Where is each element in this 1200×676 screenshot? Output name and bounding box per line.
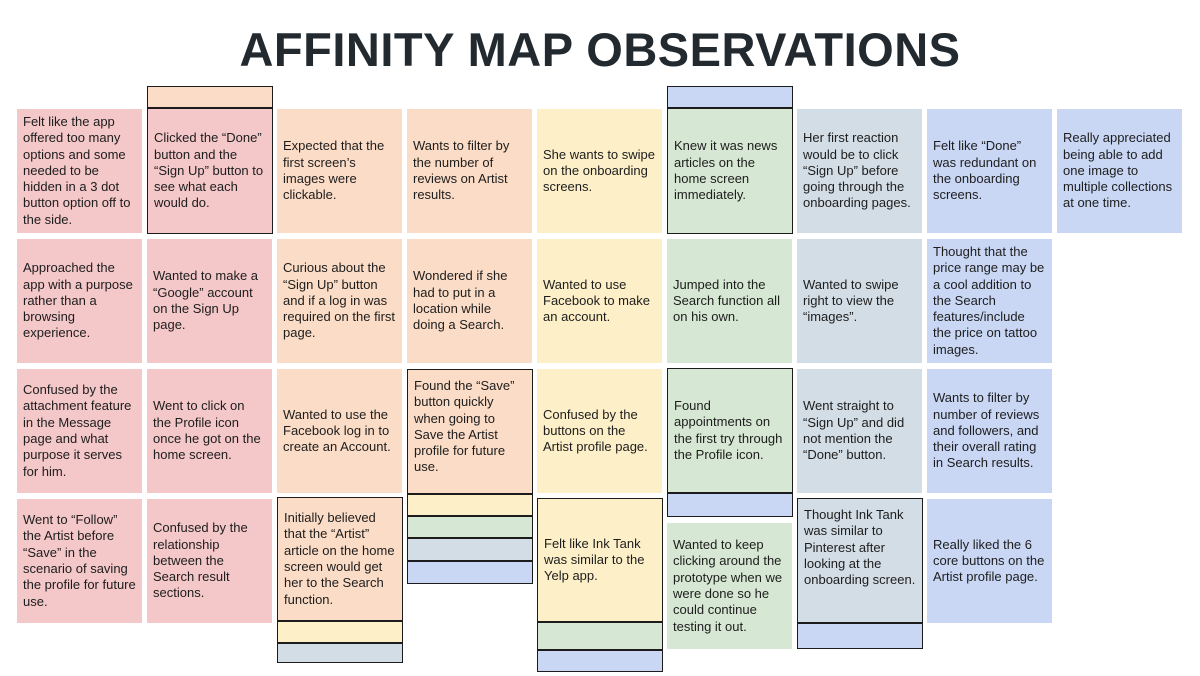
group-header-strip [667, 86, 793, 108]
note-text: Confused by the buttons on the Artist pr… [543, 406, 648, 455]
note-text: Went straight to “Sign Up” and did not m… [803, 398, 905, 463]
sticky-note: Confused by the buttons on the Artist pr… [537, 369, 662, 493]
sticky-note: Approached the app with a purpose rather… [17, 239, 142, 363]
sticky-note: Felt like the app offered too many optio… [17, 109, 142, 233]
note-text: Clicked the “Done” button and the “Sign … [154, 130, 264, 211]
note-text: Found appointments on the first try thro… [674, 397, 783, 462]
note-text: Curious about the “Sign Up” button and i… [283, 260, 396, 341]
sticky-note: Knew it was news articles on the home sc… [667, 108, 793, 234]
group-footer-strip [407, 516, 533, 538]
note-text: Confused by the relationship between the… [153, 520, 248, 601]
note-text: Her first reaction would be to click “Si… [803, 130, 911, 211]
note-text: Went to click on the Profile icon once h… [153, 398, 261, 463]
note-text: Felt like “Done” was redundant on the on… [933, 138, 1037, 203]
note-text: Really appreciated being able to add one… [1063, 130, 1173, 211]
note-text: Wanted to make a “Google” account on the… [153, 268, 259, 333]
note-text: Wondered if she had to put in a location… [413, 268, 508, 333]
sticky-note: Wants to filter by number of reviews and… [927, 369, 1052, 493]
sticky-note: Felt like “Done” was redundant on the on… [927, 109, 1052, 233]
note-text: Confused by the attachment feature in th… [23, 382, 132, 479]
sticky-note: Confused by the relationship between the… [147, 499, 272, 623]
sticky-note: Thought that the price range may be a co… [927, 239, 1052, 363]
note-text: Wanted to use Facebook to make an accoun… [543, 276, 650, 325]
note-text: Felt like Ink Tank was similar to the Ye… [544, 535, 645, 584]
sticky-note: Confused by the attachment feature in th… [17, 369, 142, 493]
sticky-note: Really liked the 6 core buttons on the A… [927, 499, 1052, 623]
note-text: Thought that the price range may be a co… [933, 243, 1045, 357]
group-footer-strip [277, 621, 403, 643]
sticky-note: Found the “Save” button quickly when goi… [407, 369, 533, 494]
sticky-note: She wants to swipe on the onboarding scr… [537, 109, 662, 233]
group-footer-strip [797, 623, 923, 649]
sticky-note: Found appointments on the first try thro… [667, 368, 793, 493]
sticky-note: Initially believed that the “Artist” art… [277, 497, 403, 621]
group-footer-strip [407, 538, 533, 561]
note-text: Went to “Follow” the Artist before “Save… [23, 512, 136, 609]
note-text: Knew it was news articles on the home sc… [674, 138, 778, 203]
sticky-note: Jumped into the Search function all on h… [667, 239, 792, 363]
note-text: Really liked the 6 core buttons on the A… [933, 536, 1045, 585]
sticky-note: Felt like Ink Tank was similar to the Ye… [537, 498, 663, 622]
note-text: Wanted to keep clicking around the proto… [673, 537, 783, 634]
note-text: Wants to filter by the number of reviews… [413, 138, 510, 203]
sticky-note: Expected that the first screen’s images … [277, 109, 402, 233]
group-footer-strip [537, 622, 663, 650]
sticky-note: Went to “Follow” the Artist before “Save… [17, 499, 142, 623]
note-text: Jumped into the Search function all on h… [673, 276, 780, 325]
group-footer-strip [537, 650, 663, 672]
sticky-note: Wanted to use Facebook to make an accoun… [537, 239, 662, 363]
sticky-note: Curious about the “Sign Up” button and i… [277, 239, 402, 363]
sticky-note: Wanted to use the Facebook log in to cre… [277, 369, 402, 493]
note-text: Wants to filter by number of reviews and… [933, 390, 1040, 471]
sticky-note: Wants to filter by the number of reviews… [407, 109, 532, 233]
group-footer-strip [667, 493, 793, 517]
page-title: AFFINITY MAP OBSERVATIONS [239, 23, 961, 76]
note-text: Found the “Save” button quickly when goi… [414, 378, 515, 475]
sticky-note: Really appreciated being able to add one… [1057, 109, 1182, 233]
sticky-note: Wondered if she had to put in a location… [407, 239, 532, 363]
note-text: Expected that the first screen’s images … [283, 138, 385, 203]
group-footer-strip [277, 643, 403, 663]
note-text: Wanted to swipe right to view the “image… [803, 276, 899, 325]
note-text: Approached the app with a purpose rather… [23, 260, 133, 341]
sticky-note: Wanted to make a “Google” account on the… [147, 239, 272, 363]
group-header-strip [147, 86, 273, 108]
sticky-note: Thought Ink Tank was similar to Pinteres… [797, 498, 923, 623]
group-footer-strip [407, 561, 533, 584]
sticky-note: Went straight to “Sign Up” and did not m… [797, 369, 922, 493]
sticky-note: Clicked the “Done” button and the “Sign … [147, 108, 273, 234]
note-text: She wants to swipe on the onboarding scr… [543, 146, 656, 195]
note-text: Felt like the app offered too many optio… [23, 113, 131, 227]
sticky-note: Her first reaction would be to click “Si… [797, 109, 922, 233]
note-text: Initially believed that the “Artist” art… [284, 510, 395, 607]
sticky-note: Wanted to keep clicking around the proto… [667, 523, 792, 649]
note-text: Thought Ink Tank was similar to Pinteres… [804, 507, 916, 588]
sticky-note: Went to click on the Profile icon once h… [147, 369, 272, 493]
sticky-note: Wanted to swipe right to view the “image… [797, 239, 922, 363]
note-text: Wanted to use the Facebook log in to cre… [283, 406, 391, 455]
group-footer-strip [407, 494, 533, 516]
